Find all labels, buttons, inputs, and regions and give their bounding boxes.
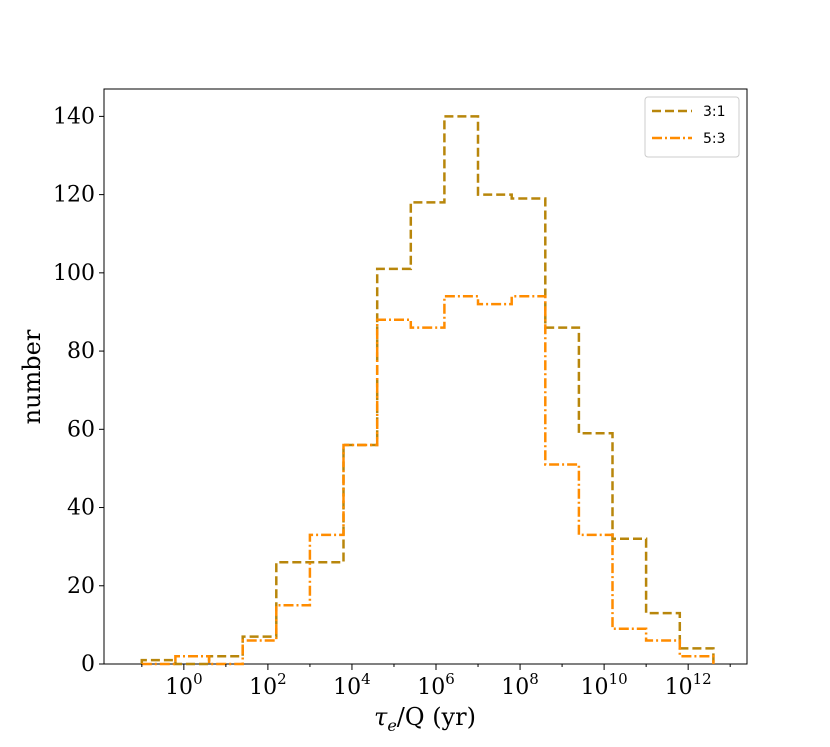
y-tick-label: 60	[67, 417, 95, 442]
y-tick-label: 40	[67, 496, 95, 521]
series-line-1	[140, 115, 715, 666]
x-tick-label: 102	[249, 670, 287, 700]
y-tick-label: 80	[67, 339, 95, 364]
legend: 3:1 5:3	[644, 96, 740, 158]
y-tick-label: 0	[81, 652, 95, 677]
x-axis-label-sub: e	[387, 716, 396, 735]
y-tick-label: 140	[53, 104, 95, 129]
legend-label-2: 5:3	[703, 131, 726, 147]
x-tick-label: 1010	[581, 670, 628, 700]
x-axis-ticks: 100 102 104 106 108 1010 1012	[141, 664, 731, 700]
series-line-2	[141, 295, 715, 666]
x-axis-label-main: τ	[374, 703, 388, 731]
y-tick-label: 20	[67, 574, 95, 599]
x-tick-label: 106	[417, 670, 455, 700]
x-tick-label: 100	[165, 670, 203, 700]
x-axis-label-rest: /Q (yr)	[397, 703, 476, 731]
y-tick-label: 100	[53, 261, 95, 286]
series-layer	[140, 115, 715, 666]
x-tick-label: 104	[333, 670, 371, 700]
plot-frame	[103, 88, 748, 665]
y-tick-label: 120	[53, 183, 95, 208]
x-axis-label: τe/Q (yr)	[374, 703, 476, 735]
x-tick-label: 1012	[665, 670, 712, 700]
legend-label-1: 3:1	[703, 104, 726, 120]
x-tick-label: 108	[501, 670, 539, 700]
y-axis-ticks: 0 20 40 60 80 100 120 140	[53, 104, 104, 677]
y-axis-label: number	[18, 329, 46, 424]
